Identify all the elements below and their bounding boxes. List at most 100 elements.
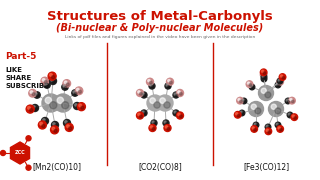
Polygon shape	[11, 142, 29, 164]
Circle shape	[74, 102, 81, 109]
Circle shape	[34, 92, 40, 98]
Circle shape	[140, 115, 142, 118]
Circle shape	[177, 89, 183, 96]
Circle shape	[42, 79, 45, 81]
Circle shape	[32, 93, 35, 96]
Circle shape	[36, 94, 39, 97]
Circle shape	[51, 126, 59, 134]
Circle shape	[277, 126, 284, 132]
Circle shape	[287, 112, 293, 118]
Circle shape	[238, 98, 240, 101]
Circle shape	[154, 123, 156, 125]
Circle shape	[48, 72, 56, 80]
Circle shape	[178, 113, 180, 116]
Circle shape	[166, 84, 168, 86]
Text: (Bi-nuclear & Poly-nuclear Molecules): (Bi-nuclear & Poly-nuclear Molecules)	[56, 23, 264, 33]
Circle shape	[66, 83, 69, 86]
Circle shape	[54, 94, 72, 112]
Circle shape	[63, 85, 65, 87]
Circle shape	[148, 80, 150, 82]
Circle shape	[180, 93, 182, 95]
Circle shape	[164, 121, 166, 123]
Circle shape	[75, 104, 77, 106]
Circle shape	[178, 91, 180, 93]
Circle shape	[67, 122, 69, 125]
Circle shape	[42, 124, 45, 128]
Circle shape	[247, 82, 250, 84]
Circle shape	[149, 125, 156, 132]
Circle shape	[150, 98, 156, 103]
Circle shape	[137, 89, 143, 96]
Circle shape	[50, 74, 52, 76]
Circle shape	[261, 88, 266, 93]
Circle shape	[35, 93, 37, 95]
Circle shape	[42, 94, 60, 112]
Circle shape	[137, 112, 143, 119]
Circle shape	[72, 90, 78, 96]
Circle shape	[75, 93, 77, 95]
Circle shape	[265, 128, 272, 135]
Circle shape	[141, 110, 147, 116]
Circle shape	[280, 75, 283, 77]
Circle shape	[261, 70, 264, 73]
Circle shape	[167, 127, 170, 130]
Circle shape	[168, 80, 170, 82]
Circle shape	[164, 102, 170, 108]
Circle shape	[242, 112, 244, 115]
Circle shape	[278, 127, 280, 129]
Circle shape	[64, 81, 67, 84]
Circle shape	[292, 100, 294, 103]
Circle shape	[174, 111, 176, 113]
Circle shape	[165, 83, 171, 89]
Text: Part-5: Part-5	[5, 52, 36, 61]
Circle shape	[57, 97, 63, 103]
Circle shape	[288, 113, 290, 115]
Circle shape	[242, 99, 244, 101]
Circle shape	[154, 102, 160, 108]
Circle shape	[254, 129, 256, 131]
Circle shape	[147, 78, 154, 85]
Circle shape	[141, 92, 147, 98]
Circle shape	[173, 92, 179, 98]
Circle shape	[260, 71, 267, 78]
Circle shape	[280, 81, 282, 84]
Circle shape	[173, 110, 179, 116]
Circle shape	[138, 91, 140, 93]
Circle shape	[259, 86, 274, 100]
Circle shape	[292, 115, 294, 117]
Circle shape	[46, 85, 49, 87]
Text: Links of pdf files and figures explained in the video have been given in the des: Links of pdf files and figures explained…	[65, 35, 255, 39]
Circle shape	[263, 74, 266, 77]
Circle shape	[236, 113, 238, 115]
Circle shape	[78, 90, 81, 93]
Circle shape	[43, 119, 45, 121]
Text: [Fe3(CO)12]: [Fe3(CO)12]	[243, 163, 289, 172]
Circle shape	[75, 87, 83, 95]
Circle shape	[280, 81, 282, 83]
Circle shape	[33, 106, 35, 108]
Circle shape	[174, 93, 176, 95]
Circle shape	[288, 101, 290, 103]
Circle shape	[138, 113, 140, 116]
Circle shape	[45, 97, 52, 103]
Circle shape	[140, 93, 142, 95]
Text: SUBSCRIBE: SUBSCRIBE	[5, 83, 49, 89]
Circle shape	[152, 86, 154, 88]
Circle shape	[62, 84, 68, 90]
Circle shape	[264, 79, 266, 81]
Circle shape	[50, 78, 57, 84]
Circle shape	[278, 80, 280, 82]
Circle shape	[170, 81, 172, 84]
Circle shape	[166, 78, 173, 85]
Circle shape	[28, 107, 30, 109]
Circle shape	[35, 107, 37, 110]
Circle shape	[275, 82, 281, 88]
Circle shape	[52, 80, 55, 83]
Circle shape	[261, 73, 264, 75]
Text: Structures of Metal-Carbonyls: Structures of Metal-Carbonyls	[47, 10, 273, 23]
Circle shape	[282, 76, 285, 79]
Circle shape	[246, 81, 253, 87]
Circle shape	[239, 110, 245, 116]
Circle shape	[263, 72, 266, 75]
Circle shape	[1, 150, 5, 156]
